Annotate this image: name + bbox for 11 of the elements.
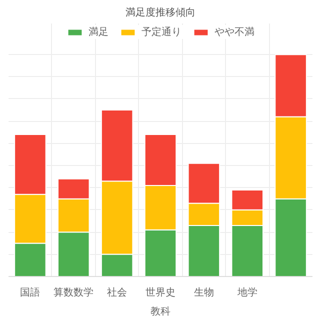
- x-tick-label: 世界史: [146, 286, 176, 298]
- x-tick-label: 地学: [236, 286, 258, 298]
- legend-label: 予定通り: [142, 26, 182, 39]
- x-tick-label: 国語: [20, 286, 40, 298]
- x-tick-label: 生物: [194, 286, 214, 298]
- legend-label: やや不満: [214, 26, 254, 39]
- legend-label: 満足: [88, 26, 108, 39]
- x-axis-title: 教科: [150, 306, 170, 318]
- x-tick-label: 社会: [107, 286, 128, 298]
- x-tick-label: 算数数学: [54, 286, 94, 298]
- chart-title: 満足度推移傾向: [126, 6, 196, 18]
